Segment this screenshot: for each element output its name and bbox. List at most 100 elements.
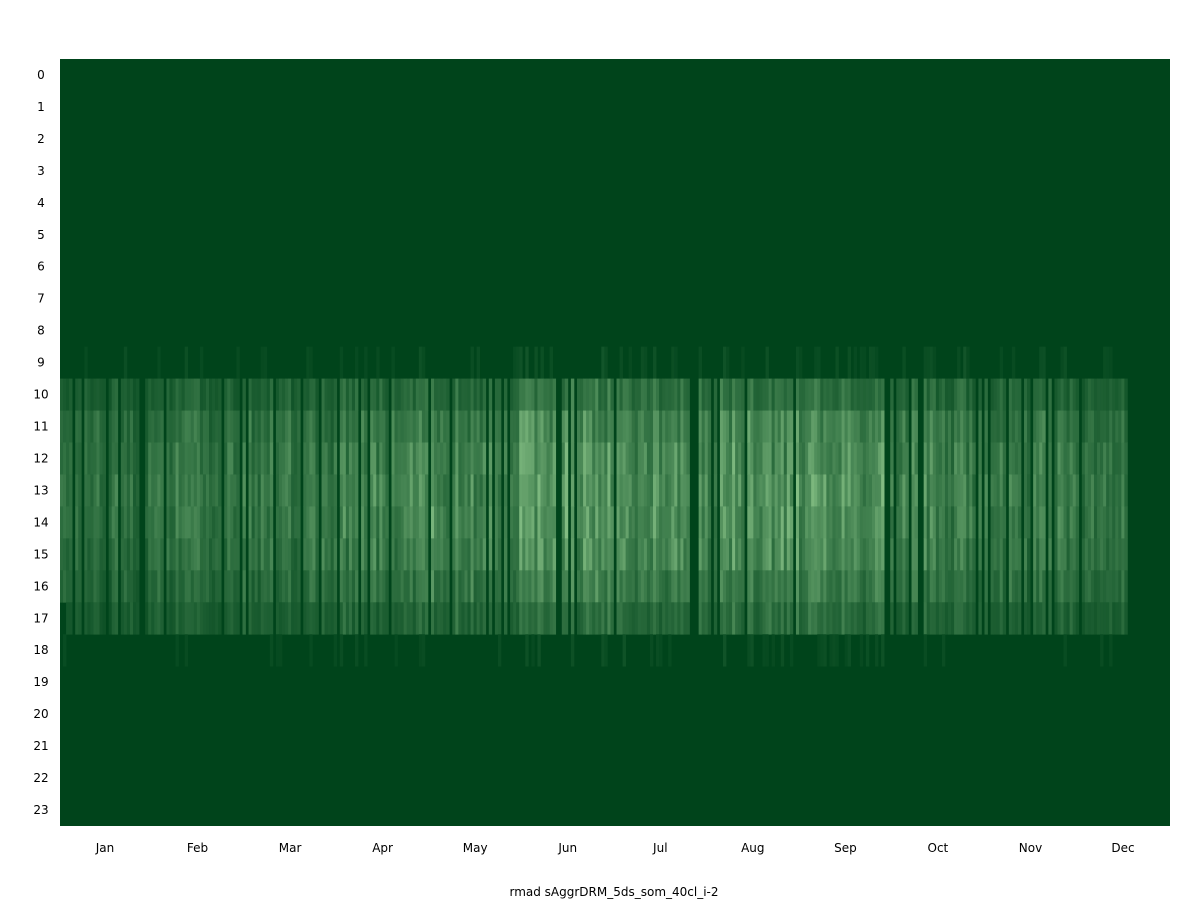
heatmap-cell: [242, 506, 246, 539]
heatmap-cell: [978, 506, 982, 539]
heatmap-cell: [1008, 378, 1013, 411]
heatmap-cell: [421, 602, 426, 635]
heatmap-cell: [166, 570, 170, 603]
heatmap-cell: [324, 410, 328, 443]
heatmap-cell: [540, 346, 544, 379]
heatmap-cell: [181, 474, 186, 507]
heatmap-cell: [759, 378, 763, 411]
heatmap-cell: [984, 378, 988, 411]
heatmap-cell: [589, 410, 593, 443]
heatmap-cell: [719, 474, 724, 507]
heatmap-cell: [303, 378, 307, 411]
heatmap-cell: [178, 570, 182, 603]
heatmap-cell: [814, 602, 818, 635]
heatmap-cell: [415, 474, 420, 507]
heatmap-cell: [552, 570, 557, 603]
heatmap-cell: [494, 506, 499, 539]
heatmap-cell: [935, 474, 940, 507]
heatmap-cell: [546, 602, 550, 635]
heatmap-cell: [99, 442, 103, 475]
heatmap-cell: [248, 538, 252, 571]
heatmap-cell: [570, 602, 575, 635]
heatmap-cell: [1121, 378, 1125, 411]
heatmap-cell: [546, 410, 550, 443]
heatmap-cell: [881, 602, 885, 635]
heatmap-cell: [464, 474, 468, 507]
heatmap-cell: [601, 410, 605, 443]
heatmap-cell: [881, 538, 885, 571]
heatmap-cell: [233, 378, 237, 411]
heatmap-cell: [254, 474, 259, 507]
heatmap-cell: [823, 538, 827, 571]
heatmap-cell: [333, 570, 338, 603]
heatmap-cell: [875, 346, 879, 379]
heatmap-cell: [951, 506, 955, 539]
heatmap-cell: [841, 378, 845, 411]
heatmap-cell: [853, 474, 858, 507]
heatmap-cell: [765, 442, 769, 475]
heatmap-cell: [345, 378, 350, 411]
heatmap-cell: [929, 442, 934, 475]
heatmap-cell: [592, 474, 596, 507]
heatmap-cell: [726, 506, 730, 539]
heatmap-cell: [686, 570, 690, 603]
heatmap-cell: [1124, 506, 1128, 539]
heatmap-cell: [1054, 378, 1058, 411]
heatmap-cell: [199, 602, 204, 635]
heatmap-cell: [309, 378, 313, 411]
heatmap-cell: [911, 378, 915, 411]
heatmap-cell: [169, 378, 173, 411]
heatmap-cell: [1008, 602, 1013, 635]
heatmap-cell: [269, 410, 274, 443]
heatmap-cell: [1054, 442, 1058, 475]
heatmap-cell: [735, 410, 739, 443]
heatmap-cell: [212, 442, 216, 475]
heatmap-cell: [69, 378, 73, 411]
heatmap-cell: [351, 570, 356, 603]
heatmap-cell: [838, 538, 842, 571]
heatmap-cell: [516, 570, 520, 603]
heatmap-cell: [519, 442, 523, 475]
heatmap-cell: [400, 570, 404, 603]
heatmap-cell: [954, 474, 958, 507]
heatmap-cell: [990, 538, 994, 571]
heatmap-cell: [941, 474, 946, 507]
heatmap-cell: [941, 442, 946, 475]
heatmap-cell: [75, 410, 79, 443]
heatmap-cell: [497, 570, 502, 603]
heatmap-cell: [269, 442, 274, 475]
heatmap-cell: [470, 378, 474, 411]
heatmap-cell: [589, 570, 593, 603]
heatmap-cell: [303, 474, 307, 507]
heatmap-cell: [649, 570, 654, 603]
heatmap-cell: [701, 442, 706, 475]
heatmap-cell: [738, 602, 742, 635]
heatmap-cell: [75, 602, 79, 635]
heatmap-cell: [531, 538, 535, 571]
heatmap-cell: [1063, 474, 1067, 507]
heatmap-cell: [698, 506, 703, 539]
x-tick-label: Nov: [1019, 841, 1042, 855]
heatmap-cell: [978, 410, 982, 443]
heatmap-cell: [808, 378, 812, 411]
heatmap-cell: [1087, 378, 1092, 411]
heatmap-cell: [549, 346, 554, 379]
heatmap-cell: [348, 378, 353, 411]
heatmap-cell: [580, 602, 584, 635]
heatmap-cell: [637, 506, 642, 539]
heatmap-cell: [1014, 378, 1019, 411]
heatmap-cell: [899, 410, 903, 443]
heatmap-cell: [823, 506, 827, 539]
heatmap-cell: [1093, 378, 1098, 411]
heatmap-cell: [996, 538, 1001, 571]
heatmap-cell: [966, 378, 970, 411]
heatmap-cell: [817, 570, 821, 603]
heatmap-cell: [640, 602, 645, 635]
heatmap-cell: [522, 378, 526, 411]
heatmap-cell: [455, 602, 459, 635]
heatmap-cell: [604, 570, 608, 603]
heatmap-cell: [160, 410, 164, 443]
heatmap-cell: [1103, 538, 1107, 571]
heatmap-cell: [504, 410, 508, 443]
